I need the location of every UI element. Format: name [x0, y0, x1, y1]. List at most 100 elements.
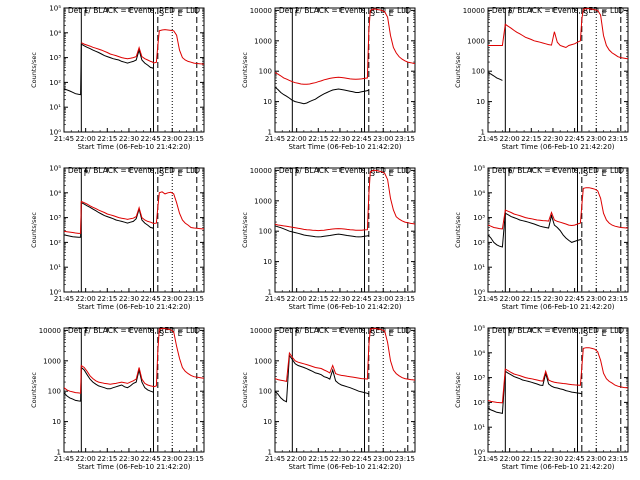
marker-letter: F	[295, 169, 300, 178]
y-tick-label: 10⁰	[49, 289, 61, 297]
x-tick-label: 23:00	[162, 135, 182, 143]
y-tick-label: 1000	[254, 37, 272, 45]
x-tick-label: 22:15	[308, 295, 328, 303]
y-axis-label: Counts/sec	[454, 212, 462, 248]
x-tick-label: 21:45	[54, 295, 74, 303]
panel-det-6: Det 6/ BLACK = Events, RED = LLD 10⁰ 10¹ 10…	[454, 165, 629, 311]
series-lld-line	[488, 187, 628, 230]
x-tick-label: 23:15	[184, 295, 204, 303]
series-events-line	[64, 366, 154, 402]
y-tick-label: 10	[476, 98, 485, 106]
x-tick-label: 21:45	[265, 135, 285, 143]
x-tick-label: 22:15	[308, 455, 328, 463]
y-tick-label: 10⁵	[473, 325, 485, 333]
series-lld-line	[488, 8, 628, 60]
marker-letter: F	[508, 329, 513, 338]
x-tick-label: 22:00	[500, 295, 520, 303]
x-tick-label: 23:00	[586, 135, 606, 143]
marker-letter: E	[178, 329, 183, 338]
plot-frame	[274, 327, 416, 453]
x-tick-label: 22:30	[543, 295, 563, 303]
x-tick-label: 21:45	[265, 455, 285, 463]
panel-det-4: Det 4/ BLACK = Events, RED = LLD 10⁰ 10¹ 10…	[30, 165, 205, 311]
y-tick-label: 1000	[254, 197, 272, 205]
marker-letter: S	[159, 169, 164, 178]
series-lld-line	[275, 328, 415, 383]
y-tick-label: 10000	[463, 7, 485, 15]
x-tick-label: 23:00	[162, 295, 182, 303]
y-tick-label: 10⁴	[473, 189, 485, 197]
series-events-line	[64, 43, 154, 96]
marker-letter: S	[159, 9, 164, 18]
x-tick-label: 23:15	[395, 295, 415, 303]
marker-letter: F	[295, 329, 300, 338]
x-tick-label: 21:45	[54, 135, 74, 143]
marker-letter: F	[84, 329, 89, 338]
y-tick-label: 1000	[43, 357, 61, 365]
x-tick-label: 22:45	[565, 455, 585, 463]
panel-title: Det 5/ BLACK = Events, RED = LLD	[279, 166, 411, 175]
marker-letter: E	[389, 169, 394, 178]
marker-letter: F	[295, 9, 300, 18]
marker-letter: E	[389, 9, 394, 18]
panel-title: Det 3/ BLACK = Events, RED = LLD	[492, 6, 624, 15]
y-tick-label: 10	[263, 418, 272, 426]
x-tick-label: 22:15	[521, 295, 541, 303]
x-tick-label: 22:00	[287, 295, 307, 303]
x-axis-label: Start Time (06-Feb-10 21:42:20)	[77, 303, 190, 311]
x-tick-label: 23:15	[184, 135, 204, 143]
x-tick-label: 23:00	[373, 135, 393, 143]
y-tick-label: 1	[481, 129, 485, 137]
x-axis-label: Start Time (06-Feb-10 21:42:20)	[288, 303, 401, 311]
x-tick-label: 23:15	[184, 455, 204, 463]
panel-title: Det 2/ BLACK = Events, RED = LLD	[279, 6, 411, 15]
y-tick-label: 10²	[49, 79, 61, 87]
y-tick-label: 10	[263, 258, 272, 266]
x-tick-label: 22:15	[97, 455, 117, 463]
series-lld-line	[64, 328, 204, 394]
y-axis-label: Counts/sec	[30, 52, 38, 88]
marker-letter: F	[508, 9, 513, 18]
series-events-line	[275, 225, 369, 238]
x-tick-label: 22:30	[119, 295, 139, 303]
y-tick-label: 1	[57, 449, 61, 457]
y-tick-label: 10¹	[473, 424, 485, 432]
x-tick-label: 22:30	[330, 455, 350, 463]
x-tick-label: 22:30	[543, 135, 563, 143]
y-tick-label: 10⁴	[49, 29, 61, 37]
x-tick-label: 22:15	[97, 135, 117, 143]
x-tick-label: 23:15	[608, 295, 628, 303]
x-tick-label: 23:00	[586, 455, 606, 463]
y-tick-label: 100	[472, 68, 485, 76]
y-tick-label: 100	[48, 388, 61, 396]
x-tick-label: 22:30	[119, 455, 139, 463]
series-events-line	[488, 370, 582, 415]
marker-letter: E	[602, 9, 607, 18]
x-tick-label: 22:45	[352, 135, 372, 143]
series-events-line	[275, 354, 370, 403]
x-axis-label: Start Time (06-Feb-10 21:42:20)	[77, 463, 190, 471]
marker-letter: S	[159, 329, 164, 338]
y-tick-label: 1000	[254, 357, 272, 365]
y-tick-label: 10³	[473, 374, 485, 382]
panel-det-1: Det 1/ BLACK = Events, RED = LLD 10⁰ 10¹ 10…	[30, 5, 205, 151]
y-tick-label: 1000	[467, 37, 485, 45]
y-tick-label: 10000	[250, 167, 272, 175]
x-tick-label: 23:00	[373, 455, 393, 463]
marker-letter: F	[84, 169, 89, 178]
x-tick-label: 22:15	[97, 295, 117, 303]
panel-title: Det 4/ BLACK = Events, RED = LLD	[68, 166, 200, 175]
y-tick-label: 100	[259, 68, 272, 76]
plot-frame	[274, 7, 416, 133]
series-events-line	[275, 86, 369, 105]
y-axis-label: Counts/sec	[241, 52, 249, 88]
x-axis-label: Start Time (06-Feb-10 21:42:20)	[501, 303, 614, 311]
y-tick-label: 10000	[250, 7, 272, 15]
marker-letter: S	[370, 9, 375, 18]
marker-letter: S	[583, 329, 588, 338]
y-tick-label: 10⁵	[49, 165, 61, 173]
panel-det-9: Det 9/ BLACK = Events, RED = LLD 10⁰ 10¹ 10…	[454, 325, 629, 471]
series-events-line	[488, 72, 503, 81]
x-tick-label: 21:45	[265, 295, 285, 303]
y-axis-label: Counts/sec	[454, 372, 462, 408]
